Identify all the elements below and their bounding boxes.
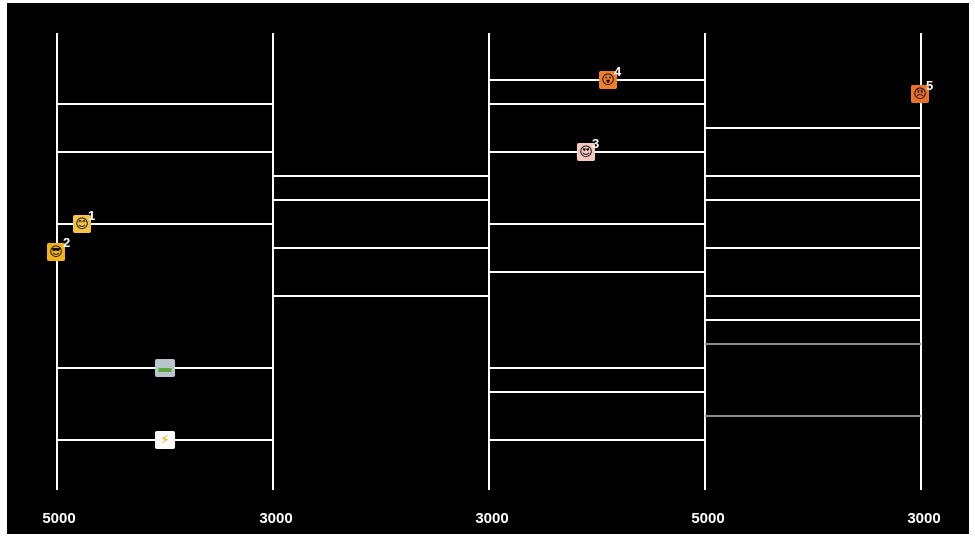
sunglasses-face-icon: 😎 [49, 244, 63, 259]
rung [273, 247, 489, 249]
player-3-number: 3 [592, 136, 600, 151]
bottom-label-5: 3000 [907, 510, 941, 527]
rung [273, 175, 489, 177]
rung [705, 247, 921, 249]
battery-item[interactable]: ▬ [155, 359, 175, 377]
player-5-token[interactable]: 😠 [911, 85, 929, 103]
bottom-label-3: 3000 [475, 510, 509, 527]
heart-eyes-face-icon: 😍 [579, 144, 593, 159]
rung [489, 391, 705, 393]
bottom-label-4: 5000 [691, 510, 725, 527]
surprised-face-icon: 😮 [601, 72, 615, 87]
bottom-label-1: 5000 [42, 510, 76, 527]
rung [489, 367, 705, 369]
vertical-line-1 [56, 33, 58, 490]
battery-icon: ▬ [158, 360, 172, 375]
lightning-icon: ⚡ [160, 432, 170, 447]
rung [705, 199, 921, 201]
player-5-number: 5 [926, 78, 934, 93]
rung [273, 199, 489, 201]
rung [489, 79, 705, 81]
player-3-token[interactable]: 😍 [577, 143, 595, 161]
rung [705, 175, 921, 177]
rung [489, 151, 705, 153]
smiling-face-icon: 😊 [75, 216, 89, 231]
rung [705, 343, 921, 345]
angry-face-icon: 😠 [913, 86, 927, 101]
rung [705, 295, 921, 297]
rung [705, 127, 921, 129]
rung [489, 439, 705, 441]
rung [705, 415, 921, 417]
rung [57, 151, 273, 153]
bottom-label-2: 3000 [259, 510, 293, 527]
player-1-number: 1 [88, 208, 96, 223]
vertical-line-4 [704, 33, 706, 490]
player-4-number: 4 [614, 64, 622, 79]
lightning-item[interactable]: ⚡ [155, 431, 175, 449]
vertical-line-5 [920, 33, 922, 490]
rung [273, 295, 489, 297]
player-1-token[interactable]: 😊 [73, 215, 91, 233]
rung [489, 103, 705, 105]
player-2-token[interactable]: 😎 [47, 243, 65, 261]
vertical-line-3 [488, 33, 490, 490]
vertical-line-2 [272, 33, 274, 490]
rung [489, 223, 705, 225]
rung [57, 103, 273, 105]
rung [57, 223, 273, 225]
player-2-number: 2 [63, 235, 71, 250]
player-4-token[interactable]: 😮 [599, 71, 617, 89]
rung [705, 319, 921, 321]
ladder-board: 😊 1 😎 2 😍 3 😮 4 😠 5 ▬ ⚡ 5000 3000 3000 5… [7, 3, 969, 534]
rung [489, 271, 705, 273]
